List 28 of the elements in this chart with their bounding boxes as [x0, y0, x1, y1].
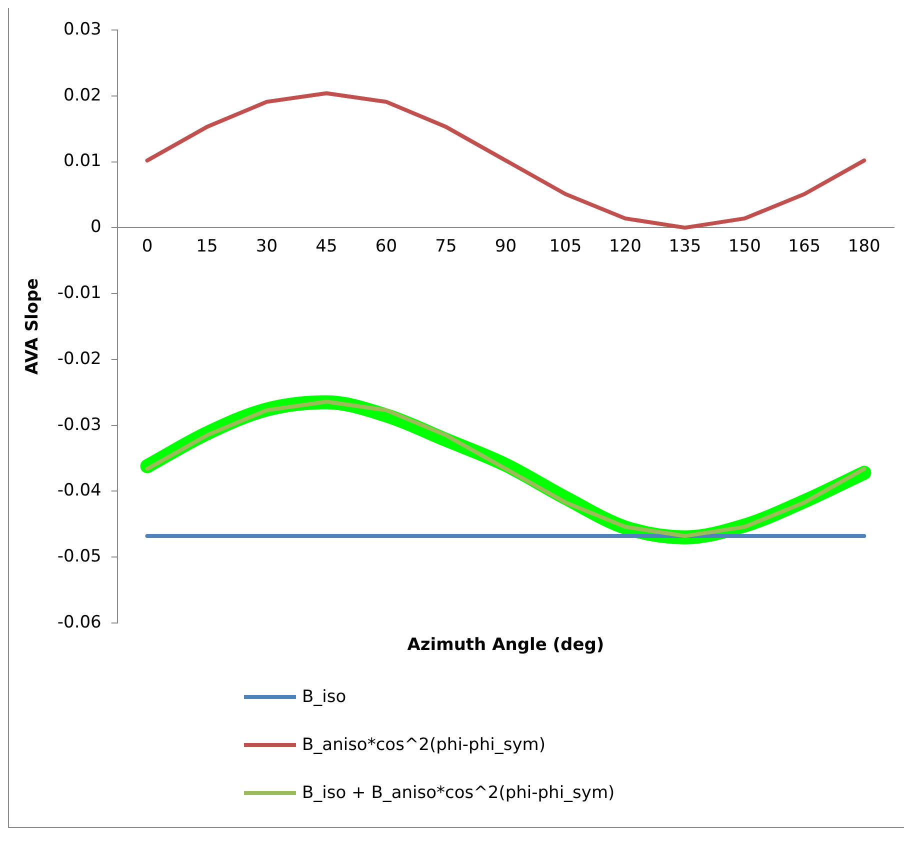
y-tick-label: 0.03: [64, 19, 102, 40]
y-tick-label: 0: [90, 217, 102, 238]
x-tick-label: 75: [435, 236, 457, 256]
y-tick-label: -0.04: [57, 480, 102, 501]
y-tick-label: -0.02: [57, 348, 102, 369]
x-tick-label: 150: [728, 236, 761, 256]
y-tick-label: -0.01: [57, 282, 102, 303]
x-tick-label: 105: [549, 236, 582, 256]
y-tick-label: -0.06: [57, 612, 102, 632]
x-tick-label: 135: [668, 236, 702, 256]
x-axis-title: Azimuth Angle (deg): [407, 634, 604, 655]
y-tick-label: -0.03: [57, 414, 102, 435]
x-tick-label: 0: [142, 236, 153, 256]
x-tick-label: 60: [375, 236, 398, 256]
x-tick-label: 45: [316, 236, 338, 256]
x-tick-label: 165: [788, 236, 821, 256]
y-tick-label: 0.01: [64, 151, 102, 172]
x-tick-label: 15: [196, 236, 218, 256]
x-tick-label: 90: [494, 236, 517, 256]
legend-label: B_iso + B_aniso*cos^2(phi-phi_sym): [302, 783, 615, 803]
x-tick-label: 30: [256, 236, 278, 256]
legend-label: B_iso: [302, 687, 346, 707]
y-tick-label: -0.05: [57, 546, 102, 567]
x-tick-label: 120: [608, 236, 642, 256]
y-axis-title: AVA Slope: [22, 278, 43, 375]
y-tick-label: 0.02: [64, 85, 102, 106]
x-tick-label: 180: [848, 236, 880, 256]
legend-label: B_aniso*cos^2(phi-phi_sym): [302, 735, 546, 755]
